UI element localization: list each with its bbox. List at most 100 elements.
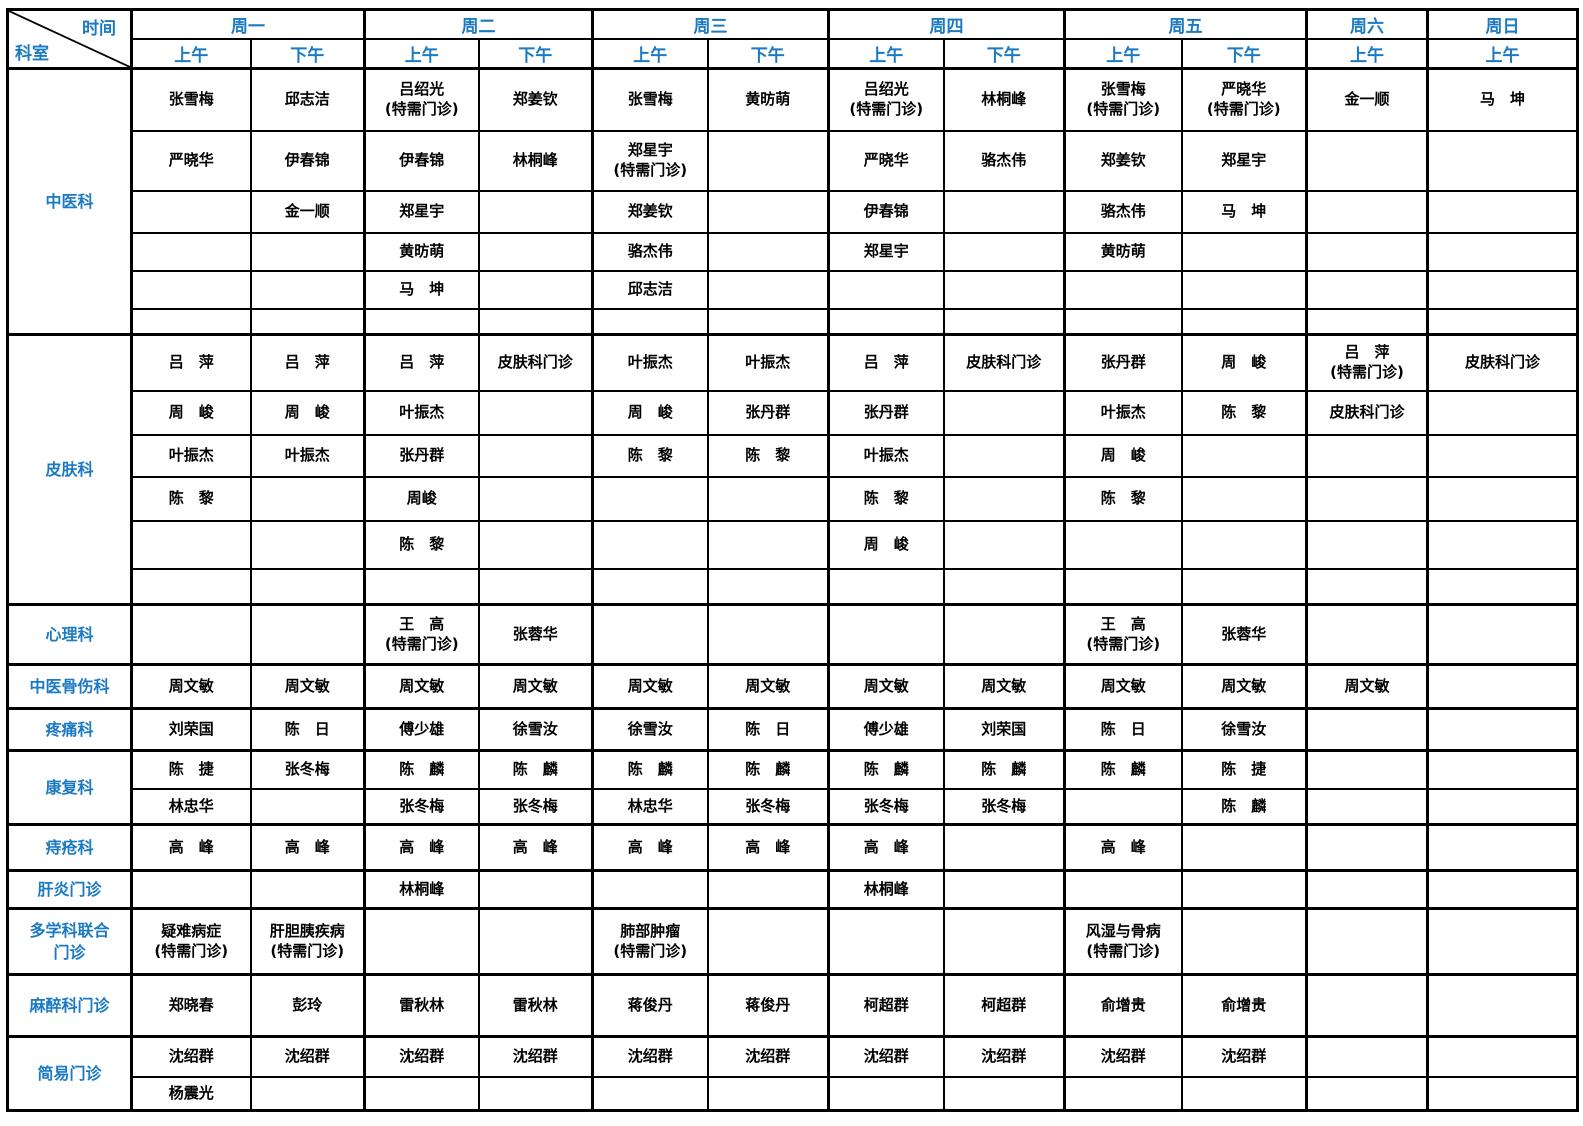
schedule-cell: 周 峻 <box>249 389 366 436</box>
schedule-cell <box>249 603 366 666</box>
period-header: 下午 <box>942 38 1066 70</box>
schedule-cell: 周文敏 <box>827 663 945 710</box>
period-header: 上午 <box>130 38 252 70</box>
schedule-cell: 张雪梅 (特需门诊) <box>1063 67 1183 132</box>
schedule-cell <box>130 519 252 570</box>
schedule-cell <box>249 567 366 606</box>
period-header: 下午 <box>1180 38 1308 70</box>
schedule-cell: 吕 萍 (特需门诊) <box>1305 333 1429 392</box>
schedule-cell <box>591 603 709 666</box>
table-row: 皮肤科吕 萍吕 萍吕 萍皮肤科门诊 叶振杰 叶振杰吕 萍皮肤科门诊 张丹群周 峻吕 萍… <box>6 333 1579 606</box>
schedule-cell <box>249 869 366 910</box>
schedule-cell: 郑姜钦 <box>477 67 594 132</box>
schedule-cell <box>1426 269 1579 310</box>
schedule-cell: 蒋俊丹 <box>591 973 709 1038</box>
schedule-cell <box>477 307 594 336</box>
table-row: 严晓华 伊春锦 伊春锦 林桐峰 郑星宇 (特需门诊) 严晓华 骆杰伟 郑姜钦 郑星宇 <box>8 129 1579 192</box>
schedule-cell: 叶振杰 <box>827 433 945 478</box>
schedule-cell <box>942 231 1066 272</box>
schedule-cell <box>942 307 1066 336</box>
schedule-cell <box>1426 787 1579 826</box>
schedule-cell <box>1305 973 1429 1038</box>
schedule-cell: 叶振杰 <box>363 389 480 436</box>
department-label: 肝炎门诊 <box>6 869 133 910</box>
schedule-cell: 张丹群 <box>363 433 480 478</box>
schedule-cell <box>1426 973 1579 1038</box>
schedule-cell <box>706 603 830 666</box>
schedule-cell: 黄昉萌 <box>1063 231 1183 272</box>
schedule-cell: 陈 麟 <box>942 749 1066 790</box>
schedule-cell <box>477 389 594 436</box>
schedule-cell: 沈绍群 <box>591 1035 709 1078</box>
schedule-cell: 郑姜钦 <box>591 189 709 234</box>
schedule-cell: 张冬梅 <box>249 749 366 790</box>
schedule-cell: 徐雪汝 <box>591 707 709 752</box>
schedule-cell <box>591 519 709 570</box>
schedule-cell: 张冬梅 <box>942 787 1066 826</box>
schedule-cell <box>130 307 252 336</box>
schedule-cell <box>942 1075 1066 1112</box>
schedule-cell: 沈绍群 <box>706 1035 830 1078</box>
schedule-cell <box>130 189 252 234</box>
schedule-cell <box>1180 433 1308 478</box>
schedule-cell: 陈 黎 <box>363 519 480 570</box>
department-label: 麻醉科门诊 <box>6 973 133 1038</box>
schedule-cell <box>706 519 830 570</box>
schedule-cell <box>477 475 594 522</box>
schedule-cell: 周 峻 <box>1063 433 1183 478</box>
schedule-cell <box>1180 907 1308 976</box>
period-header: 上午 <box>1305 38 1429 70</box>
table-row: 麻醉科门诊 郑晓春 彭玲 雷秋林 雷秋林 蒋俊丹 蒋俊丹 柯超群 柯超群 俞增贵 俞增贵 <box>6 973 1579 1038</box>
schedule-cell: 俞增贵 <box>1180 973 1308 1038</box>
schedule-cell: 高 峰 <box>827 823 945 872</box>
schedule-cell: 蒋俊丹 <box>706 973 830 1038</box>
table-row: 黄昉萌 骆杰伟 郑星宇 黄昉萌 <box>8 231 1579 272</box>
schedule-cell <box>1305 269 1429 310</box>
schedule-cell <box>1305 869 1429 910</box>
schedule-cell: 吕 萍 <box>249 333 366 392</box>
table-row: 周 峻周 峻叶振杰周 峻张丹群 张丹群 叶振杰陈 黎皮肤科门诊 <box>8 389 1579 436</box>
schedule-cell: 柯超群 <box>942 973 1066 1038</box>
schedule-cell: 傅少雄 <box>827 707 945 752</box>
schedule-cell: 皮肤科门诊 <box>1305 389 1429 436</box>
schedule-cell <box>130 269 252 310</box>
schedule-cell <box>827 269 945 310</box>
schedule-cell: 张蓉华 <box>477 603 594 666</box>
day-header: 周二 <box>363 8 594 40</box>
schedule-cell <box>1305 567 1429 606</box>
schedule-cell <box>942 869 1066 910</box>
schedule-cell <box>1063 269 1183 310</box>
schedule-cell <box>1063 787 1183 826</box>
table-row: 陈 黎周 峻 <box>8 519 1579 570</box>
schedule-cell: 周文敏 <box>1305 663 1429 710</box>
schedule-cell: 吕绍光 (特需门诊) <box>827 67 945 132</box>
schedule-cell: 周文敏 <box>1063 663 1183 710</box>
schedule-cell: 严晓华 <box>827 129 945 192</box>
table-row: 简易门诊 沈绍群 沈绍群 沈绍群 沈绍群 沈绍群 沈绍群 沈绍群 沈绍群 沈绍群 沈绍群 <box>6 1035 1579 1112</box>
schedule-cell <box>1426 907 1579 976</box>
schedule-cell: 金一顺 <box>249 189 366 234</box>
schedule-cell <box>249 519 366 570</box>
schedule-cell <box>1180 269 1308 310</box>
schedule-cell: 雷秋林 <box>477 973 594 1038</box>
schedule-cell: 肺部肿瘤 (特需门诊) <box>591 907 709 976</box>
schedule-cell: 周 峻 <box>1180 333 1308 392</box>
schedule-cell: 陈 黎 <box>706 433 830 478</box>
schedule-cell: 陈 麟 <box>477 749 594 790</box>
schedule-cell: 张冬梅 <box>477 787 594 826</box>
schedule-cell: 沈绍群 <box>1180 1035 1308 1078</box>
schedule-cell: 徐雪汝 <box>1180 707 1308 752</box>
schedule-cell <box>1305 603 1429 666</box>
schedule-cell: 陈 麟 <box>363 749 480 790</box>
schedule-cell: 高 峰 <box>1063 823 1183 872</box>
schedule-cell: 沈绍群 <box>130 1035 252 1078</box>
corner-cell: 时间 科室 <box>6 8 133 70</box>
schedule-cell <box>1426 663 1579 710</box>
schedule-cell <box>1180 475 1308 522</box>
schedule-cell: 叶振杰 <box>1063 389 1183 436</box>
schedule-cell <box>1426 1035 1579 1078</box>
schedule-cell <box>1305 129 1429 192</box>
schedule-cell: 林忠华 <box>130 787 252 826</box>
department-label: 皮肤科 <box>6 333 133 606</box>
schedule-cell <box>942 389 1066 436</box>
